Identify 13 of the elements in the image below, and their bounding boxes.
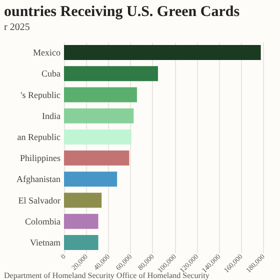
y-tick-label: Afghanistan <box>16 174 61 184</box>
y-tick-label: Vietnam <box>30 237 60 248</box>
y-tick-label: Colombia <box>25 216 61 226</box>
text: Department of Homeland Security Office of Homeland Security <box>4 271 210 280</box>
y-tick-label: India <box>42 110 60 121</box>
chart-title: ountries Receiving U.S. Green Cards <box>4 4 240 20</box>
y-tick-label: El Salvador <box>18 195 60 206</box>
y-tick-label: Mexico <box>33 48 61 58</box>
chart-subtitle: r 2025 <box>4 22 30 33</box>
y-tick-label: Philippines <box>20 153 61 164</box>
y-tick-label: an Republic <box>17 132 60 142</box>
y-tick-label: Cuba <box>42 68 61 79</box>
y-tick-label: 's Republic <box>20 90 60 100</box>
